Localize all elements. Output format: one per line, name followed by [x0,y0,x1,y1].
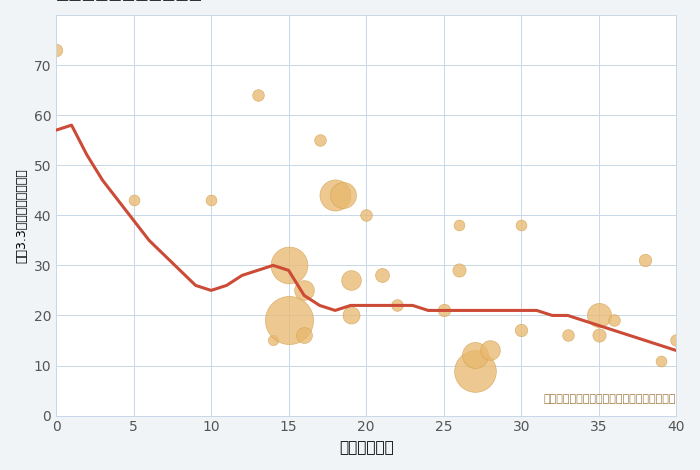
Point [360,212,372,219]
Y-axis label: 坪（3.3㎡）単価（万円）: 坪（3.3㎡）単価（万円） [15,168,28,263]
Point [562,332,573,339]
Point [516,221,527,229]
Point [608,317,620,324]
Point [438,306,449,314]
Point [391,302,402,309]
Point [469,352,480,359]
Point [128,196,139,204]
Point [516,327,527,334]
Point [206,196,217,204]
Point [298,287,309,294]
Point [593,332,604,339]
Text: 円の大きさは、取引のあった物件面積を示す: 円の大きさは、取引のあった物件面積を示す [544,393,676,404]
Point [298,332,309,339]
Text: 築年数別中古戸建て価格: 築年数別中古戸建て価格 [56,0,203,1]
Point [454,221,465,229]
Point [655,357,666,364]
Point [50,46,62,54]
Point [640,257,651,264]
X-axis label: 築年数（年）: 築年数（年） [339,440,393,455]
Point [484,347,496,354]
Point [454,266,465,274]
Point [337,191,349,199]
Point [283,317,294,324]
Point [671,337,682,344]
Point [252,91,263,99]
Point [314,136,326,144]
Point [593,312,604,319]
Point [469,367,480,374]
Point [376,272,387,279]
Point [283,262,294,269]
Point [330,191,341,199]
Point [345,277,356,284]
Point [267,337,279,344]
Point [345,312,356,319]
